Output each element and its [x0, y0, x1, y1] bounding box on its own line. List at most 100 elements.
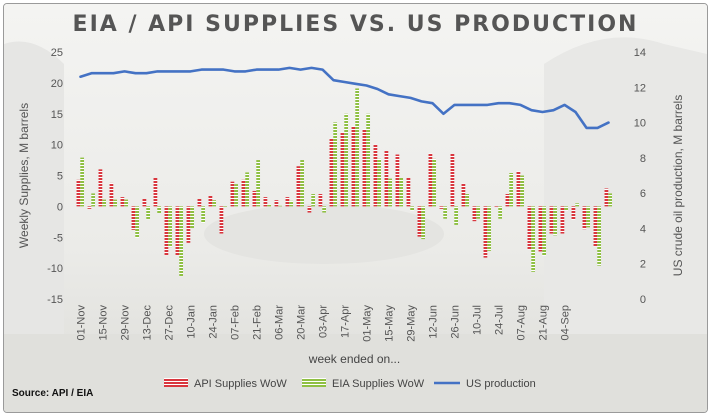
x-tick-label: 29-May — [406, 305, 418, 342]
y2-tick-label: 8 — [640, 153, 646, 165]
api-bar — [472, 206, 477, 222]
api-bar — [120, 197, 125, 207]
legend-swatch-api — [164, 378, 188, 387]
eia-bar — [168, 206, 173, 248]
chart-svg: -15 -10 -5 0 5 10 15 20 25 0 2 4 6 8 10 12 14 Weekly Supp… — [12, 47, 685, 399]
api-bar — [406, 177, 411, 207]
y-tick-label: 25 — [51, 47, 63, 59]
source-note: Source: API / EIA — [12, 388, 93, 399]
x-tick-label: 21-Feb — [252, 305, 264, 340]
y2-tick-label: 0 — [640, 294, 646, 306]
y2-tick-label: 10 — [634, 118, 646, 130]
eia-bar — [146, 206, 151, 220]
x-tick-label: 07-Feb — [230, 305, 242, 340]
x-tick-label: 26-Jun — [450, 305, 462, 339]
y-tick-label: 5 — [57, 171, 63, 183]
eia-bar — [575, 203, 580, 207]
eia-bar — [278, 205, 283, 207]
x-tick-label: 17-Apr — [340, 305, 352, 338]
eia-bar — [212, 200, 217, 207]
api-bar — [494, 206, 499, 207]
api-bar — [87, 206, 92, 209]
api-bar — [208, 195, 213, 207]
x-tick-label: 06-Mar — [274, 305, 286, 340]
y2-tick-label: 14 — [634, 47, 646, 59]
eia-bar — [245, 172, 250, 207]
eia-bar — [432, 158, 437, 207]
api-bar — [186, 206, 191, 243]
eia-bar — [476, 206, 481, 219]
eia-bar — [586, 206, 591, 228]
eia-bar — [399, 177, 404, 207]
eia-bar — [421, 206, 426, 240]
eia-bar — [91, 193, 96, 207]
eia-bar — [553, 206, 558, 236]
eia-bar — [410, 206, 415, 211]
api-bar — [318, 194, 323, 207]
y2-tick-label: 6 — [640, 188, 646, 200]
legend-label-production: US production — [466, 378, 536, 390]
api-bar — [274, 200, 279, 207]
api-bar — [296, 166, 301, 207]
api-bar — [549, 206, 554, 234]
api-bar — [604, 188, 609, 207]
eia-bar — [234, 184, 239, 207]
eia-bar — [366, 113, 371, 207]
api-bar — [439, 206, 444, 209]
x-tick-label: 03-Apr — [318, 305, 330, 338]
us-production-line — [79, 66, 610, 130]
api-bar — [384, 150, 389, 207]
y-tick-label: 20 — [51, 78, 63, 90]
eia-bar — [454, 206, 459, 225]
eia-bar — [377, 158, 382, 207]
y2-tick-label: 12 — [634, 82, 646, 94]
api-bar — [560, 206, 565, 234]
api-bar — [593, 206, 598, 247]
legend-label-api: API Supplies WoW — [194, 378, 287, 390]
api-bar — [362, 129, 367, 207]
eia-bar — [509, 173, 514, 207]
legend-swatch-eia — [302, 378, 326, 387]
api-bar — [527, 206, 532, 250]
x-tick-label: 01-Nov — [76, 305, 88, 341]
eia-bar — [322, 206, 327, 213]
api-bar — [164, 206, 169, 256]
api-bar — [516, 171, 521, 207]
eia-bar — [300, 160, 305, 207]
x-tick-label: 15-Nov — [98, 305, 110, 341]
api-bar — [76, 179, 81, 207]
chart-title: EIA / API SUPPLIES VS. US PRODUCTION — [72, 12, 639, 37]
x-axis-title: week ended on... — [308, 352, 400, 366]
api-bar — [197, 198, 202, 207]
x-tick-label: 10-Jan — [186, 305, 198, 339]
eia-bar — [201, 206, 206, 224]
api-bar — [538, 206, 543, 252]
eia-bar — [498, 206, 503, 219]
eia-bar — [179, 206, 184, 277]
y-axis-title: Weekly Supplies, M barrels — [17, 103, 31, 248]
api-bar — [109, 182, 114, 207]
eia-bar — [344, 113, 349, 207]
y-tick-label: -15 — [47, 294, 63, 306]
api-bar — [450, 153, 455, 207]
api-bar — [373, 144, 378, 207]
y-tick-label: -5 — [53, 232, 63, 244]
y2-axis-title: US crude oil production, M barrels — [671, 95, 685, 276]
y-tick-label: 0 — [57, 201, 63, 213]
eia-bar — [102, 199, 107, 207]
api-bar — [219, 206, 224, 234]
x-tick-label: 21-Aug — [538, 305, 550, 340]
eia-bar — [333, 122, 338, 207]
api-bar — [582, 206, 587, 230]
y-tick-label: 15 — [51, 109, 63, 121]
chart-frame: EIA / API SUPPLIES VS. US PRODUCTION -15… — [3, 3, 708, 413]
x-tick-label: 27-Dec — [164, 305, 176, 341]
eia-bar — [157, 206, 162, 214]
eia-bar — [113, 199, 118, 207]
api-bar — [98, 169, 103, 207]
api-bar — [395, 154, 400, 207]
x-tick-label: 24-Jan — [208, 305, 220, 339]
x-tick-label: 07-Aug — [516, 305, 528, 340]
api-bar — [175, 206, 180, 256]
x-tick-label: 24-Jul — [494, 305, 506, 335]
